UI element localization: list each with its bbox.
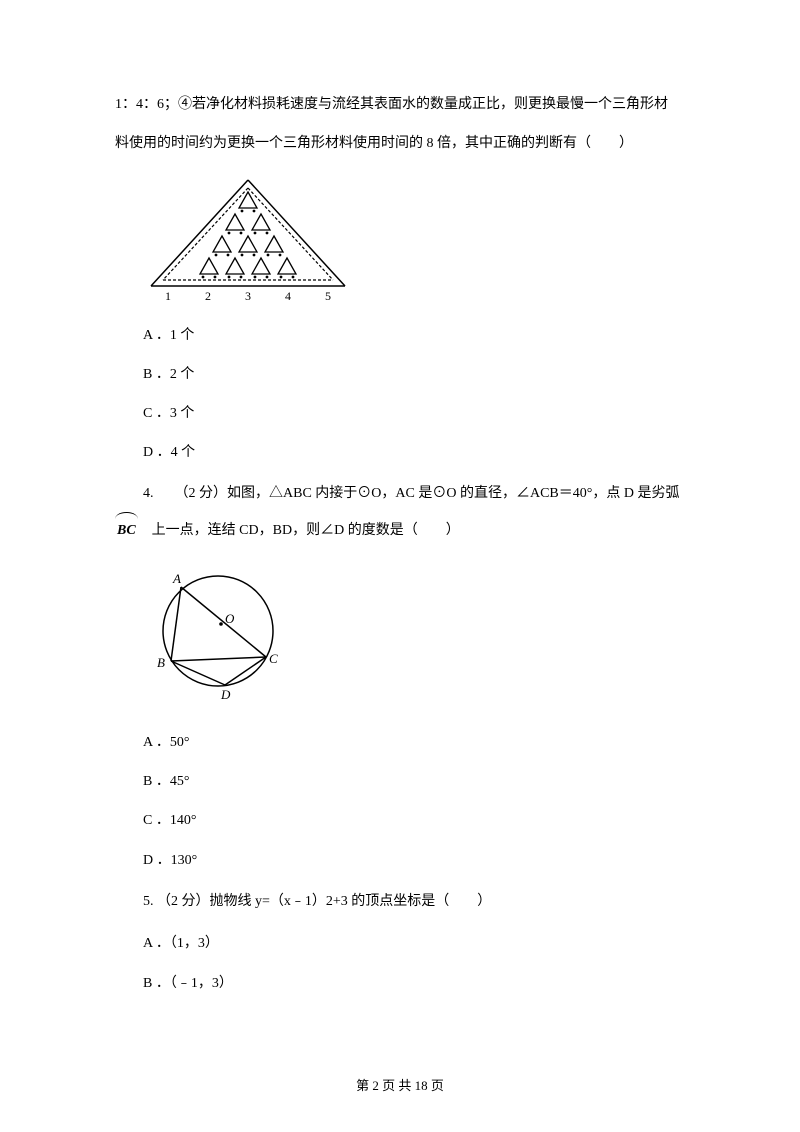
q4-label-A: A (172, 571, 181, 586)
q3-option-b: B ．2 个 (143, 362, 685, 387)
q3-fig-label-2: 2 (205, 289, 211, 303)
arc-bc-symbol: BC (115, 516, 138, 547)
q4-line2-text: 上一点，连结 CD，BD，则∠D 的度数是（ ） (138, 523, 460, 538)
q4-label-B: B (157, 655, 165, 670)
q4-label-D: D (220, 687, 231, 702)
q4-option-b: B ．45° (143, 769, 685, 794)
q3-fig-label-3: 3 (245, 289, 251, 303)
q4-label-O: O (225, 611, 235, 626)
q3-option-a: A ．1 个 (143, 323, 685, 348)
q4-option-c: C ．140° (143, 808, 685, 833)
q3-fig-label-4: 4 (285, 289, 291, 303)
q5-option-b: B ．（﹣1，3） (143, 971, 685, 996)
q4-option-d: D ．130° (143, 848, 685, 873)
q4-line2: BC 上一点，连结 CD，BD，则∠D 的度数是（ ） (115, 516, 685, 547)
q4-line1: 4. （2 分）如图，△ABC 内接于⊙O，AC 是⊙O 的直径，∠ACB＝40… (143, 479, 685, 510)
q3-partial-text-a: 1：4：6；④若净化材料损耗速度与流经其表面水的数量成正比，则更换最慢一个三角形… (115, 90, 685, 121)
q3-figure: 1 2 3 4 5 (143, 174, 685, 309)
q3-fig-label-5: 5 (325, 289, 331, 303)
q3-option-d: D ．4 个 (143, 440, 685, 465)
q3-option-c: C ．3 个 (143, 401, 685, 426)
page-footer: 第 2 页 共 18 页 (0, 1075, 800, 1094)
q3-partial-text-b: 料使用的时间约为更换一个三角形材料使用时间的 8 倍，其中正确的判断有（ ） (115, 129, 685, 160)
q5-option-a: A ．（1，3） (143, 931, 685, 956)
q4-label-C: C (269, 651, 278, 666)
q4-figure: A O B C D (143, 561, 685, 716)
q5-line: 5. （2 分）抛物线 y=（x﹣1）2+3 的顶点坐标是（ ） (143, 887, 685, 918)
q3-fig-label-1: 1 (165, 289, 171, 303)
q4-option-a: A ．50° (143, 730, 685, 755)
